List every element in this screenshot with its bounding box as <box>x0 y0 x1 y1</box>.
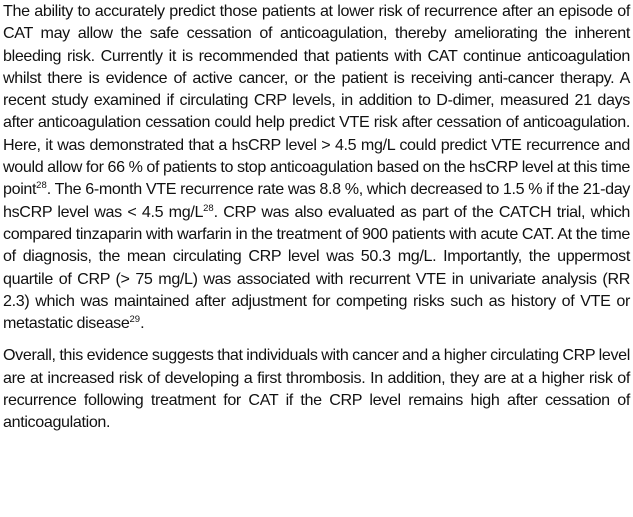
citation-superscript: 28 <box>36 180 47 192</box>
citation-superscript: 28 <box>203 202 214 214</box>
text-run: . <box>140 314 145 333</box>
paragraph-recurrence-risk: The ability to accurately predict those … <box>3 0 630 334</box>
citation-superscript: 29 <box>129 314 141 326</box>
text-run: . CRP was also evaluated as part of the … <box>3 202 630 333</box>
text-run: Overall, this evidence suggests that ind… <box>3 346 630 432</box>
text-run: The ability to accurately predict those … <box>3 2 630 199</box>
text-run: . The 6-month VTE recurrence rate was 8.… <box>3 180 630 221</box>
paragraph-summary: Overall, this evidence suggests that ind… <box>3 344 630 433</box>
